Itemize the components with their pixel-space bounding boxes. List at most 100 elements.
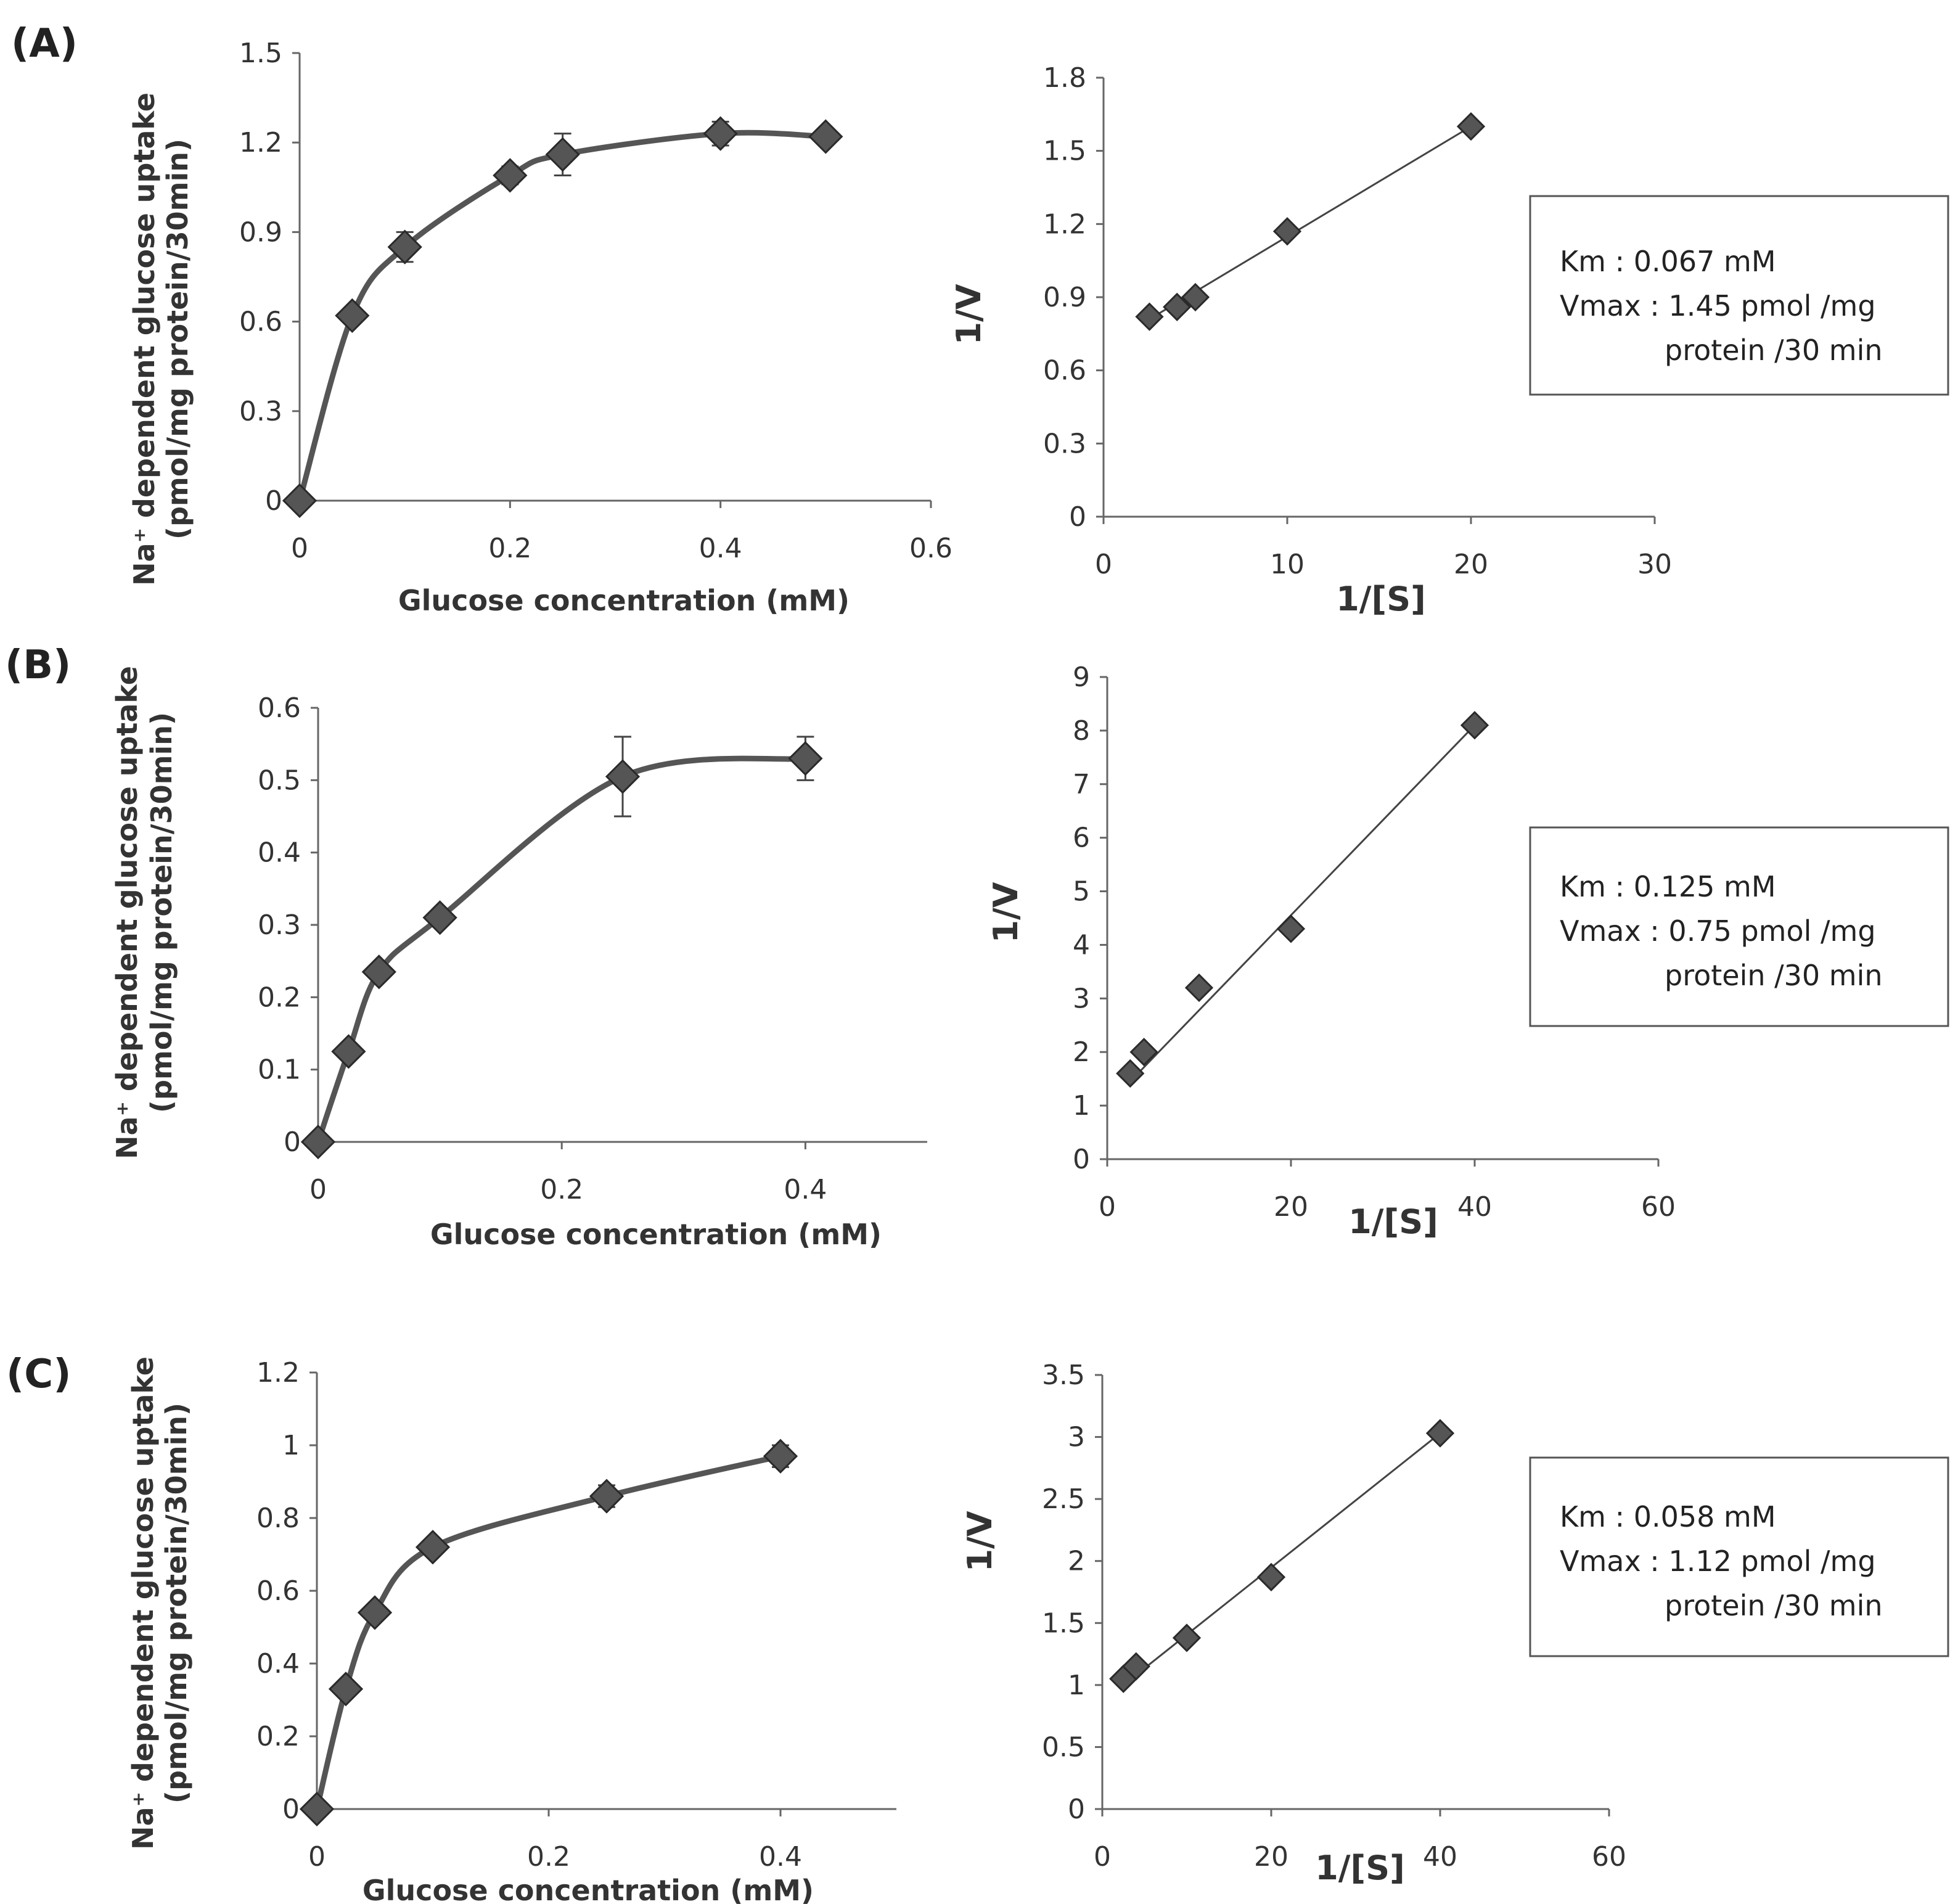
y-tick-label-a: 0 (265, 485, 282, 517)
data-point-b (361, 954, 396, 990)
chart-c-uptake: (C) Na⁺ dependent glucose uptake (pmol/m… (6, 1352, 896, 1904)
x-tick-label-a-lb: 0 (1095, 549, 1112, 580)
x-axis-label-c-lb: 1/[S] (1315, 1849, 1405, 1887)
x-tick-label-c: 0.2 (527, 1841, 570, 1873)
x-tick-label-a-lb: 30 (1637, 549, 1672, 580)
x-tick-label-b-lb: 60 (1641, 1191, 1676, 1223)
y-tick-label-c: 1 (282, 1430, 300, 1461)
data-point-b (788, 741, 823, 776)
chart-b-lineweaver-burk: 1/V 1/[S] Km : 0.125 mM Vmax : 0.75 pmol… (986, 662, 1949, 1241)
y-tick-label-b-lb: 9 (1073, 662, 1090, 693)
y-axis-label-b-lb: 1/V (986, 882, 1025, 943)
y-tick-label-c-lb: 3.5 (1042, 1360, 1085, 1391)
data-point-a (703, 116, 738, 151)
x-tick-label-a: 0.6 (909, 533, 952, 564)
y-tick-label-a-lb: 0.3 (1043, 428, 1086, 459)
x-tick-label-a: 0.2 (488, 533, 531, 564)
y-tick-label-c-lb: 1.5 (1042, 1607, 1085, 1639)
data-point-a (493, 158, 528, 193)
y-tick-label-c-lb: 3 (1068, 1422, 1085, 1453)
units-text-b: protein /30 min (1665, 959, 1883, 992)
x-tick-label-b: 0.2 (540, 1174, 583, 1205)
y-tick-label-b: 0 (284, 1126, 301, 1158)
x-axis-label-a-lb: 1/[S] (1336, 580, 1426, 618)
y-tick-label-c-lb: 0.5 (1042, 1731, 1085, 1763)
fit-line-b-lb (1129, 724, 1476, 1083)
y-tick-label-a-lb: 1.8 (1043, 62, 1086, 94)
vmax-text-c: Vmax : 1.12 pmol /mg (1560, 1545, 1876, 1578)
x-tick-label-c: 0 (308, 1841, 326, 1873)
y-tick-label-a: 1.5 (239, 38, 282, 69)
y-tick-label-c: 0.6 (256, 1575, 300, 1607)
data-point-a-lb (1272, 217, 1302, 246)
y-tick-label-b: 0.3 (258, 909, 301, 941)
data-point-b (422, 900, 457, 935)
x-tick-label-b: 0.4 (784, 1174, 827, 1205)
y-axis-label-b-line1: Na⁺ dependent glucose uptake (110, 666, 144, 1159)
y-axis-label-a-line2: (pmol/mg protein/30min) (161, 139, 194, 540)
y-tick-label-a-lb: 0.9 (1043, 282, 1086, 313)
x-tick-label-b-lb: 0 (1099, 1191, 1116, 1223)
y-tick-label-b-lb: 4 (1073, 929, 1090, 961)
data-point-c-lb (1256, 1562, 1286, 1591)
x-tick-label-a: 0 (291, 533, 308, 564)
x-tick-label-c-lb: 0 (1094, 1841, 1111, 1873)
y-tick-label-c: 0 (282, 1794, 300, 1825)
fit-line-a-lb (1149, 125, 1472, 320)
km-text-b: Km : 0.125 mM (1560, 870, 1776, 903)
x-axis-label-a: Glucose concentration (mM) (398, 584, 850, 617)
data-point-b (331, 1034, 366, 1069)
x-tick-label-b-lb: 20 (1274, 1191, 1308, 1223)
panel-label-a: (A) (11, 21, 78, 67)
data-point-c (415, 1530, 451, 1565)
fit-line-c-lb (1123, 1432, 1441, 1686)
y-tick-label-a: 0.3 (239, 396, 282, 427)
y-tick-label-a-lb: 1.5 (1043, 136, 1086, 167)
y-tick-label-b-lb: 2 (1073, 1036, 1090, 1068)
y-tick-label-b: 0.2 (258, 982, 301, 1013)
y-tick-label-b: 0.6 (258, 692, 301, 724)
data-point-a (282, 483, 317, 519)
x-tick-label-c-lb: 60 (1592, 1841, 1626, 1873)
data-point-c-lb (1121, 1652, 1150, 1681)
data-point-c (357, 1595, 393, 1630)
panel-label-b: (B) (5, 642, 71, 688)
y-axis-label-b-line2: (pmol/mg protein/30min) (145, 712, 178, 1113)
data-point-b-lb (1116, 1059, 1145, 1088)
y-tick-label-b-lb: 5 (1073, 876, 1090, 908)
y-tick-label-b: 0.4 (258, 837, 301, 869)
data-point-c-lb (1425, 1419, 1455, 1448)
y-tick-label-c-lb: 2.5 (1042, 1483, 1085, 1515)
data-point-b (605, 759, 641, 794)
chart-a-uptake: (A) Na⁺ dependent glucose uptake (pmol/m… (11, 21, 952, 617)
y-tick-label-b-lb: 1 (1073, 1090, 1090, 1122)
data-point-c (328, 1672, 364, 1707)
data-point-c-lb (1172, 1623, 1202, 1652)
y-tick-label-b: 0.5 (258, 765, 301, 796)
data-point-b-lb (1460, 711, 1489, 740)
y-axis-label-a-line1: Na⁺ dependent glucose uptake (128, 92, 161, 586)
vmax-text-b: Vmax : 0.75 pmol /mg (1560, 914, 1876, 948)
y-tick-label-b: 0.1 (258, 1054, 301, 1086)
y-tick-label-c: 1.2 (256, 1357, 300, 1389)
kinetics-box-c (1529, 1456, 1949, 1657)
y-tick-label-c: 0.8 (256, 1503, 300, 1534)
data-point-a-lb (1456, 112, 1486, 141)
y-tick-label-c-lb: 1 (1068, 1670, 1085, 1701)
x-axis-label-c: Glucose concentration (mM) (363, 1874, 814, 1904)
y-tick-label-b-lb: 3 (1073, 983, 1090, 1014)
kinetics-box-a (1529, 195, 1949, 396)
data-point-b (300, 1124, 336, 1160)
chart-a-lineweaver-burk: 1/V 1/[S] Km : 0.067 mM Vmax : 1.45 pmol… (949, 62, 1949, 618)
y-axis-label-a-lb: 1/V (949, 284, 988, 345)
y-tick-label-b-lb: 0 (1073, 1144, 1090, 1175)
data-point-a-lb (1163, 292, 1192, 321)
data-point-a (335, 298, 370, 334)
units-text-a: protein /30 min (1665, 334, 1883, 367)
data-point-c (763, 1438, 798, 1474)
data-point-b-lb (1184, 973, 1214, 1003)
y-tick-label-a: 0.9 (239, 216, 282, 248)
y-tick-label-b-lb: 8 (1073, 715, 1090, 747)
data-point-a-lb (1135, 302, 1164, 331)
